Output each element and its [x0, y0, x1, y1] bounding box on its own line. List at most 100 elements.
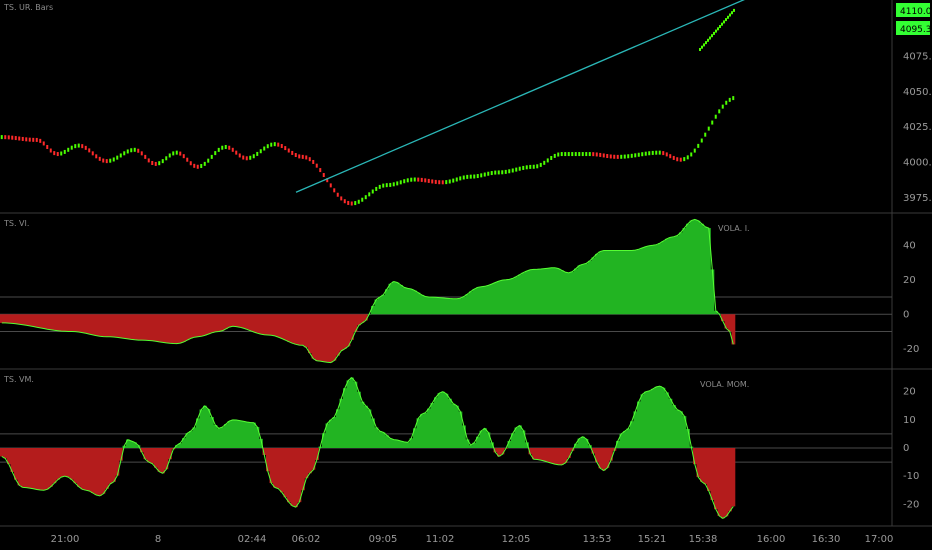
vi-outline	[1, 218, 734, 364]
vm-pane-title: TS. VM.	[3, 375, 34, 384]
vi-histogram-bar	[462, 296, 466, 315]
vm-histogram-bar	[395, 439, 400, 448]
price-bar	[375, 186, 378, 191]
vm-histogram-bar	[290, 448, 295, 506]
vi-histogram-bar	[493, 282, 498, 315]
price-bar	[672, 155, 675, 160]
vi-histogram-bar	[535, 269, 540, 315]
vm-histogram-bar	[437, 393, 442, 448]
vm-histogram-bar	[392, 439, 396, 448]
price-bar	[214, 151, 217, 156]
vm-axis-tick: 10	[903, 415, 916, 426]
price-bar	[42, 141, 45, 146]
price-bar	[165, 156, 168, 161]
price-bar	[727, 15, 729, 19]
price-bar	[361, 197, 364, 202]
vi-histogram-bar	[721, 314, 725, 322]
vi-histogram-bar	[10, 314, 15, 324]
vm-histogram-bar	[658, 386, 662, 448]
time-axis-tick: 8	[155, 534, 161, 545]
vi-histogram-bar	[339, 314, 344, 351]
vm-histogram-bar	[560, 448, 564, 465]
price-bar	[571, 152, 574, 157]
price-bar	[729, 13, 731, 17]
time-axis-tick: 16:30	[812, 534, 841, 545]
vm-histogram-bar	[315, 448, 319, 460]
vi-histogram-bar	[609, 250, 613, 315]
vi-histogram-bar	[623, 250, 627, 315]
time-axis-tick: 11:02	[426, 534, 455, 545]
price-bar	[312, 159, 315, 164]
vi-histogram-bar	[539, 269, 543, 315]
vi-histogram-bar	[52, 314, 57, 331]
vm-histogram-bar	[420, 414, 424, 448]
price-bar	[196, 164, 199, 169]
vi-histogram-bar	[280, 314, 284, 339]
time-axis-tick: 15:21	[638, 534, 667, 545]
vi-histogram-bar	[451, 298, 456, 315]
vi-histogram-bar	[297, 314, 302, 346]
price-bar	[270, 142, 273, 147]
price-bar	[441, 180, 444, 185]
vm-histogram-bar	[322, 433, 326, 448]
vi-histogram-bar	[241, 314, 246, 329]
price-bar	[711, 34, 713, 38]
time-axis-tick: 12:05	[502, 534, 531, 545]
vi-histogram-bar	[112, 314, 116, 338]
price-bar	[707, 38, 709, 42]
price-bar	[130, 148, 133, 153]
vi-axis-tick: -20	[903, 344, 919, 355]
vi-histogram-bar	[570, 271, 575, 315]
vi-histogram-bar	[731, 314, 736, 345]
vi-histogram-bar	[77, 314, 81, 333]
vi-histogram-bar	[577, 265, 582, 315]
vm-histogram-bar	[455, 405, 459, 448]
vm-histogram-bar	[486, 432, 491, 448]
vm-histogram-bar	[136, 445, 141, 448]
vi-histogram-bar	[73, 314, 78, 332]
price-bar	[91, 151, 94, 156]
price-bar	[718, 109, 721, 114]
price-bar	[595, 152, 598, 157]
vi-histogram-bar	[581, 264, 585, 315]
vm-histogram-bar	[483, 428, 487, 448]
vi-histogram-bar	[588, 260, 592, 315]
vi-histogram-bar	[115, 314, 120, 338]
vi-histogram-bar	[126, 314, 130, 339]
vm-histogram-bar	[129, 440, 134, 448]
price-axis-tick: 4050.0	[903, 87, 932, 98]
price-bar	[438, 180, 441, 185]
vi-histogram-bar	[416, 292, 421, 315]
vi-histogram-bar	[374, 299, 379, 315]
price-bar	[557, 152, 560, 157]
vm-histogram-bar	[703, 448, 708, 485]
vm-histogram-bar	[406, 442, 410, 448]
vi-histogram-bar	[234, 314, 239, 327]
vi-pane-title: TS. VI.	[3, 219, 29, 228]
vi-histogram-bar	[518, 274, 522, 315]
vm-histogram-bar	[581, 436, 585, 448]
price-bar	[291, 150, 294, 155]
vi-histogram-bar	[227, 314, 232, 328]
vi-pane	[0, 218, 892, 364]
vm-histogram-bar	[336, 409, 340, 448]
vi-histogram-bar	[497, 281, 501, 315]
vm-histogram-bar	[297, 448, 302, 503]
vm-histogram-bar	[35, 448, 39, 490]
vm-histogram-bar	[630, 421, 634, 448]
vi-histogram-bar	[21, 314, 25, 325]
price-bar	[32, 137, 35, 142]
price-bar	[399, 180, 402, 185]
vi-histogram-bar	[661, 241, 666, 315]
vm-histogram-bar	[728, 448, 732, 512]
price-bar	[53, 151, 56, 156]
vm-histogram-bar	[668, 398, 673, 448]
price-bar	[532, 164, 535, 169]
price-bar	[298, 154, 301, 159]
price-bar	[719, 25, 721, 28]
vm-histogram-bar	[665, 392, 669, 448]
vm-histogram-bar	[157, 448, 162, 472]
price-bar	[119, 153, 122, 158]
price-bar	[39, 138, 42, 143]
price-bar	[315, 163, 318, 168]
